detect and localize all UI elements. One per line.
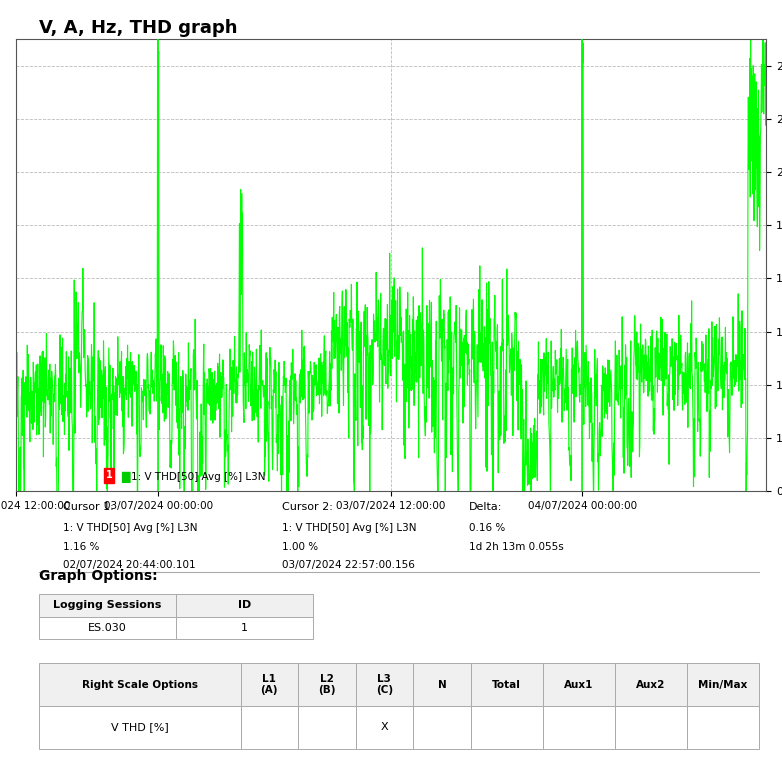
Text: 1: 1 — [106, 471, 113, 481]
Text: 0.16 %: 0.16 % — [469, 524, 505, 534]
Text: Graph Options:: Graph Options: — [39, 569, 158, 583]
Text: 03/07/2024 22:57:00.156: 03/07/2024 22:57:00.156 — [282, 560, 414, 570]
Text: 1.16 %: 1.16 % — [63, 542, 99, 552]
Text: 1: V THD[50] Avg [%] L3N: 1: V THD[50] Avg [%] L3N — [282, 524, 416, 534]
Text: V, A, Hz, THD graph: V, A, Hz, THD graph — [39, 19, 238, 37]
Text: 02/07/2024 20:44:00.101: 02/07/2024 20:44:00.101 — [63, 560, 196, 570]
Text: 1: V THD[50] Avg [%] L3N: 1: V THD[50] Avg [%] L3N — [131, 472, 266, 482]
Text: █: █ — [121, 471, 130, 483]
Text: Delta:: Delta: — [469, 502, 503, 512]
Text: Cursor 1:: Cursor 1: — [63, 502, 113, 512]
Text: Cursor 2:: Cursor 2: — [282, 502, 332, 512]
Text: 1.00 %: 1.00 % — [282, 542, 317, 552]
Text: 1: V THD[50] Avg [%] L3N: 1: V THD[50] Avg [%] L3N — [63, 524, 197, 534]
Text: 1d 2h 13m 0.055s: 1d 2h 13m 0.055s — [469, 542, 564, 552]
